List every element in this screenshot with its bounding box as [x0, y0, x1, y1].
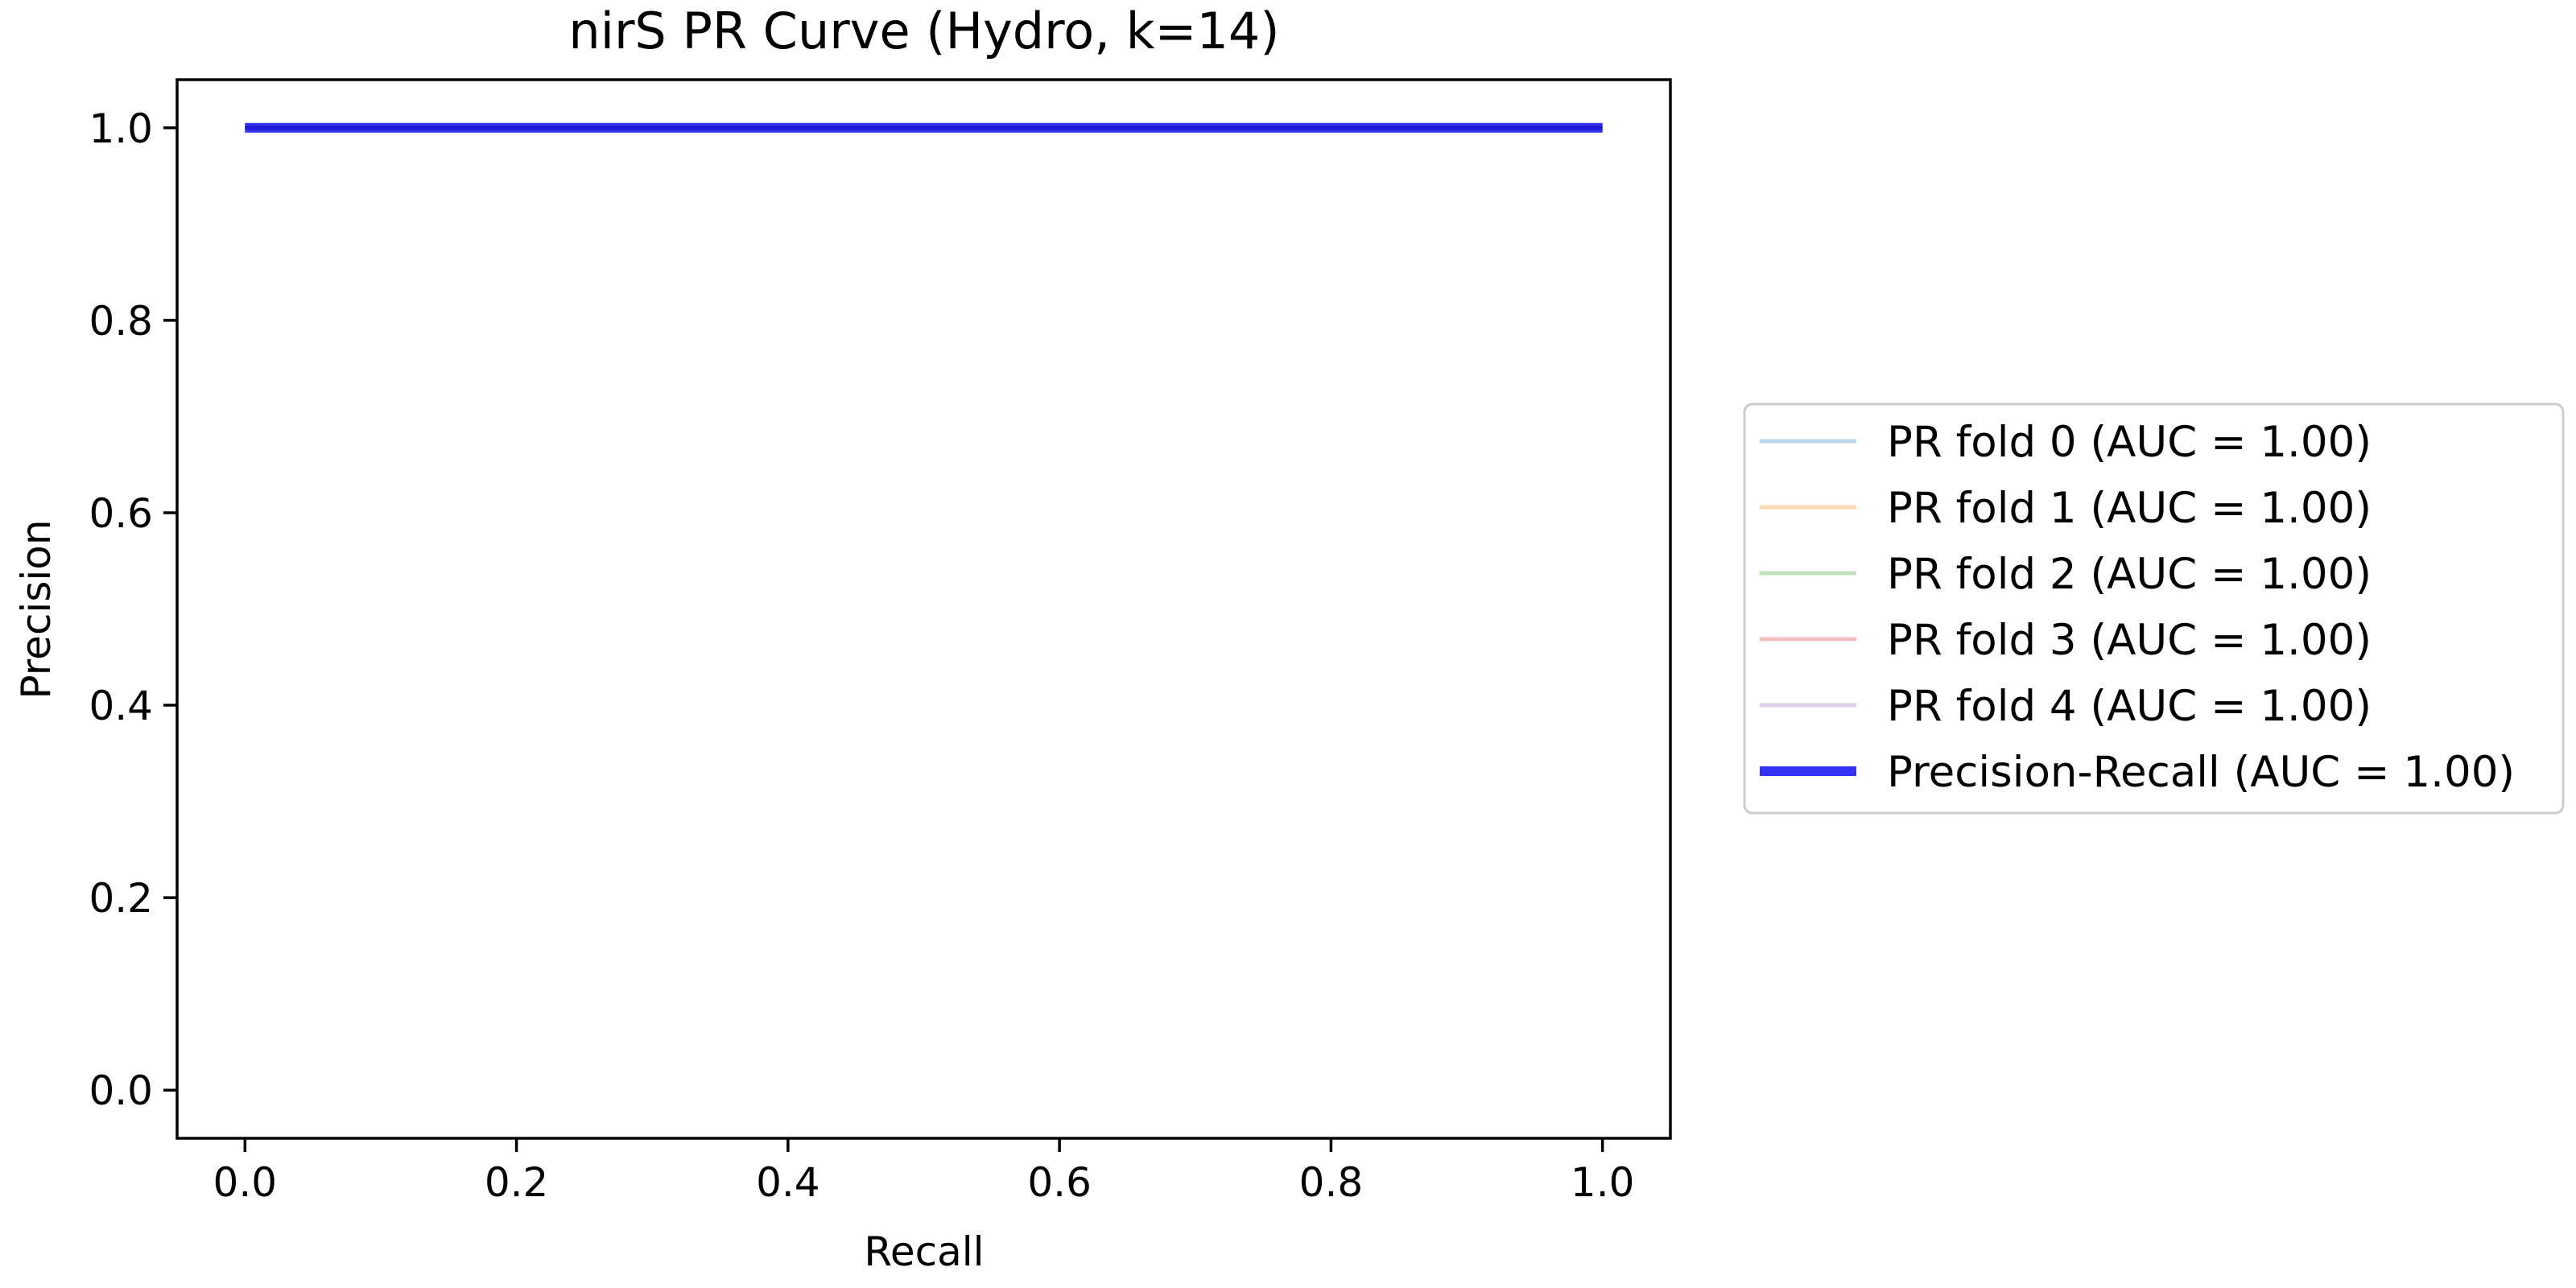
- legend-label: PR fold 3 (AUC = 1.00): [1887, 616, 2372, 665]
- x-tick-label: 0.0: [213, 1159, 278, 1206]
- y-axis: 0.0 0.2 0.4 0.6 0.8 1.0: [89, 105, 177, 1114]
- plot-frame: [175, 78, 1672, 1140]
- y-tick-label: 0.6: [89, 490, 153, 537]
- legend-label: PR fold 1 (AUC = 1.00): [1887, 484, 2372, 533]
- y-tick-label: 1.0: [89, 105, 153, 152]
- y-tick-label: 0.4: [89, 683, 153, 729]
- legend-label: PR fold 0 (AUC = 1.00): [1887, 418, 2372, 467]
- x-axis: 0.0 0.2 0.4 0.6 0.8 1.0: [213, 1138, 1635, 1206]
- chart-title: nirS PR Curve (Hydro, k=14): [568, 2, 1279, 60]
- x-axis-label: Recall: [864, 1228, 984, 1275]
- x-tick-label: 0.8: [1299, 1159, 1364, 1206]
- legend-frame: [1743, 402, 2565, 815]
- legend-label: Precision-Recall (AUC = 1.00): [1887, 748, 2515, 797]
- y-tick-label: 0.8: [89, 298, 153, 345]
- y-tick-label: 0.2: [89, 875, 153, 922]
- x-tick-label: 1.0: [1571, 1159, 1635, 1206]
- x-tick-label: 0.4: [756, 1159, 820, 1206]
- legend-label: PR fold 4 (AUC = 1.00): [1887, 682, 2372, 731]
- y-tick-label: 0.0: [89, 1067, 153, 1114]
- plot-background: [177, 80, 1670, 1138]
- legend-label: PR fold 2 (AUC = 1.00): [1887, 550, 2372, 599]
- legend: PR fold 0 (AUC = 1.00) PR fold 1 (AUC = 1…: [1743, 402, 2565, 815]
- x-tick-label: 0.2: [485, 1159, 549, 1206]
- plot-area: [177, 80, 1670, 1138]
- y-axis-label: Precision: [13, 519, 60, 699]
- x-tick-label: 0.6: [1027, 1159, 1092, 1206]
